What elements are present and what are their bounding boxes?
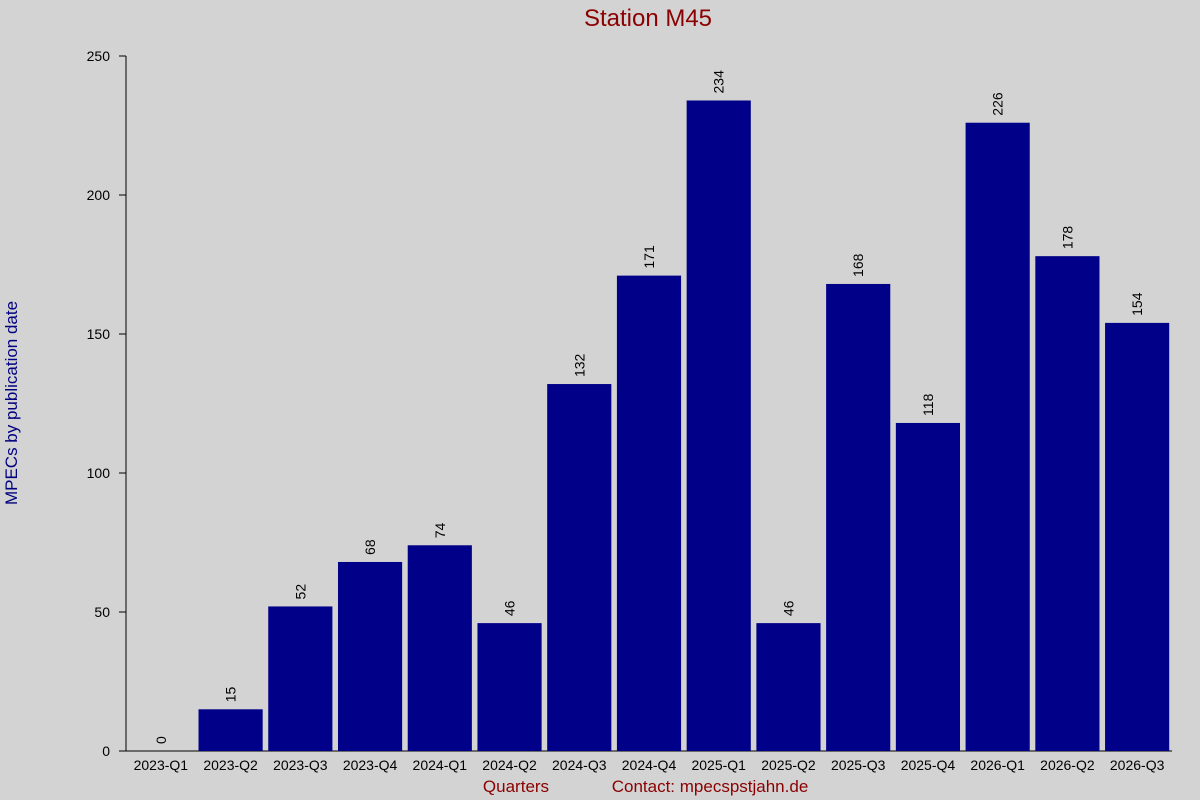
value-label: 234 xyxy=(711,70,727,94)
x-tick-label: 2023-Q2 xyxy=(203,757,258,773)
y-tick-label: 150 xyxy=(87,326,111,342)
y-tick-label: 50 xyxy=(94,604,110,620)
x-tick-label: 2025-Q2 xyxy=(761,757,816,773)
bar xyxy=(1105,322,1170,751)
bar xyxy=(407,545,472,751)
bar xyxy=(337,561,403,751)
bar xyxy=(268,606,333,751)
x-tick-label: 2025-Q4 xyxy=(901,757,956,773)
value-label: 132 xyxy=(571,353,587,377)
x-tick-label: 2024-Q2 xyxy=(482,757,537,773)
x-axis-label: Quarters xyxy=(483,777,549,796)
contact-note: Contact: mpecspstjahn.de xyxy=(612,777,809,796)
y-tick-label: 250 xyxy=(87,48,111,64)
x-tick-label: 2023-Q1 xyxy=(134,757,189,773)
x-tick-label: 2023-Q4 xyxy=(343,757,398,773)
x-tick-label: 2026-Q3 xyxy=(1110,757,1165,773)
value-label: 15 xyxy=(223,687,239,703)
value-label: 46 xyxy=(780,600,796,616)
x-tick-label: 2024-Q3 xyxy=(552,757,607,773)
x-tick-label: 2026-Q1 xyxy=(970,757,1025,773)
bar xyxy=(1035,256,1100,751)
value-label: 168 xyxy=(850,253,866,277)
x-tick-label: 2024-Q1 xyxy=(413,757,468,773)
value-label: 178 xyxy=(1059,226,1075,250)
x-tick-label: 2025-Q3 xyxy=(831,757,886,773)
value-label: 46 xyxy=(502,600,518,616)
bar xyxy=(477,623,542,751)
bar xyxy=(198,709,263,751)
y-axis-label: MPECs by publication date xyxy=(2,301,21,505)
bar xyxy=(756,623,821,751)
x-tick-label: 2025-Q1 xyxy=(691,757,746,773)
bar xyxy=(686,100,751,752)
x-tick-label: 2024-Q4 xyxy=(622,757,677,773)
value-label: 52 xyxy=(292,584,308,600)
value-label: 118 xyxy=(920,393,936,416)
value-label: 0 xyxy=(153,736,169,744)
x-tick-label: 2026-Q2 xyxy=(1040,757,1095,773)
y-tick-label: 200 xyxy=(87,187,111,203)
bar xyxy=(826,283,891,751)
bar xyxy=(547,384,612,751)
value-label: 226 xyxy=(990,92,1006,116)
chart-title: Station M45 xyxy=(584,5,712,32)
value-label: 68 xyxy=(362,539,378,555)
value-label: 154 xyxy=(1129,292,1145,316)
x-tick-label: 2023-Q3 xyxy=(273,757,328,773)
y-tick-label: 100 xyxy=(87,465,111,481)
value-label: 74 xyxy=(432,522,448,538)
bar xyxy=(965,122,1030,752)
value-label: 171 xyxy=(641,245,657,269)
y-tick-label: 0 xyxy=(102,743,110,759)
bar xyxy=(616,275,682,751)
bar xyxy=(895,422,961,751)
